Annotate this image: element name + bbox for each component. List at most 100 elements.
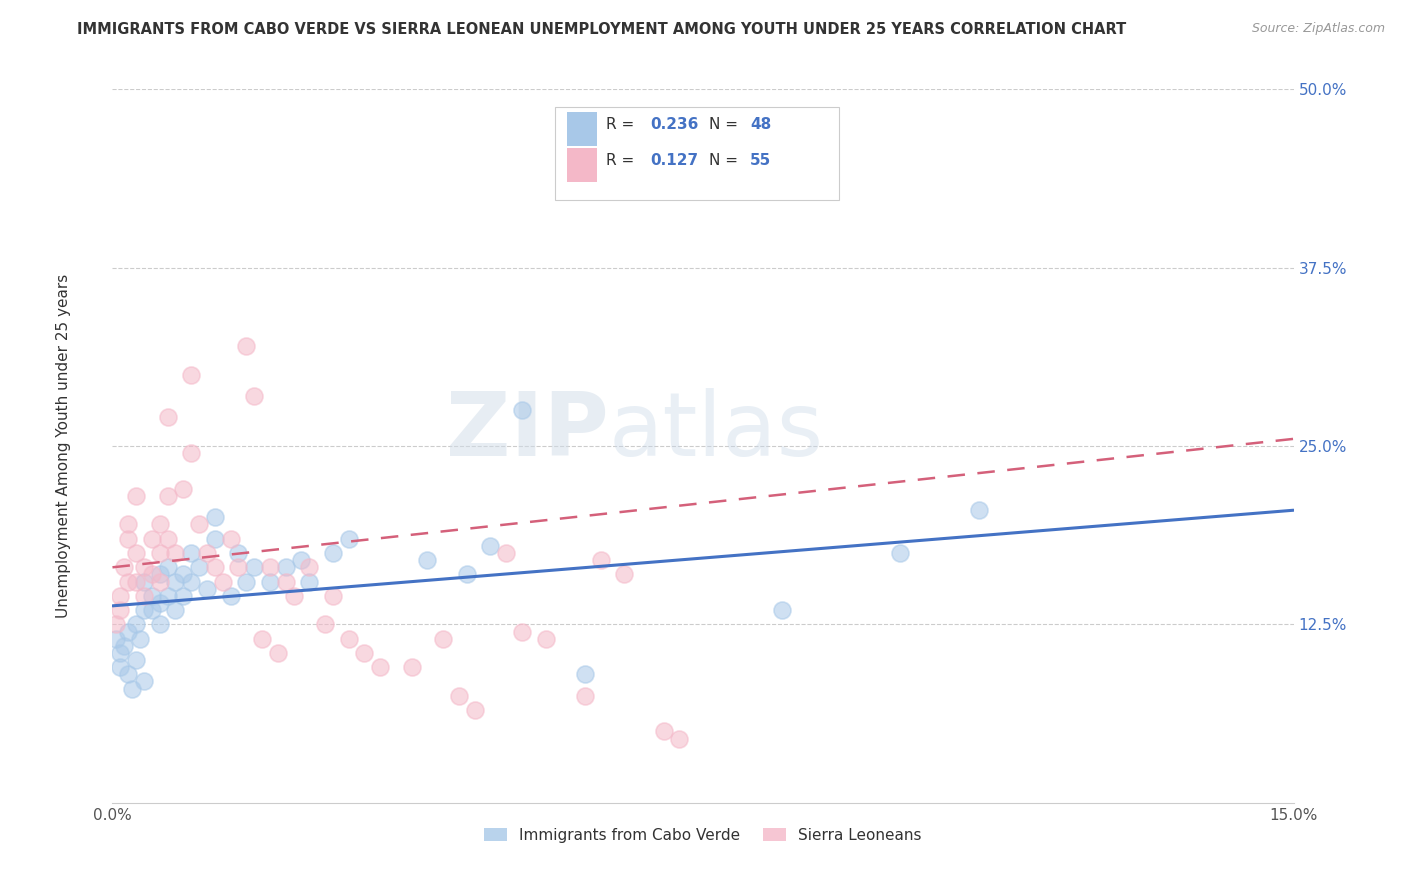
Legend: Immigrants from Cabo Verde, Sierra Leoneans: Immigrants from Cabo Verde, Sierra Leone…	[478, 822, 928, 848]
Text: IMMIGRANTS FROM CABO VERDE VS SIERRA LEONEAN UNEMPLOYMENT AMONG YOUTH UNDER 25 Y: IMMIGRANTS FROM CABO VERDE VS SIERRA LEO…	[77, 22, 1126, 37]
Text: 55: 55	[751, 153, 772, 168]
Point	[117, 667, 139, 681]
Point	[172, 567, 194, 582]
Text: N =: N =	[709, 153, 742, 168]
Point	[243, 389, 266, 403]
Point	[180, 574, 202, 589]
Point	[267, 646, 290, 660]
Point	[235, 339, 257, 353]
Point	[464, 703, 486, 717]
Text: N =: N =	[709, 118, 742, 132]
Point	[132, 674, 155, 689]
Point	[141, 589, 163, 603]
Point	[770, 603, 793, 617]
Point	[204, 510, 226, 524]
Point	[574, 689, 596, 703]
Point	[219, 532, 242, 546]
Point	[353, 646, 375, 660]
Text: Source: ZipAtlas.com: Source: ZipAtlas.com	[1251, 22, 1385, 36]
Point	[180, 368, 202, 382]
Point	[125, 617, 148, 632]
Point	[219, 589, 242, 603]
Bar	[567, 148, 596, 182]
Point	[211, 574, 233, 589]
Point	[322, 589, 344, 603]
Text: ZIP: ZIP	[446, 388, 609, 475]
Point	[274, 560, 297, 574]
Point	[165, 603, 187, 617]
Point	[228, 546, 250, 560]
Point	[401, 660, 423, 674]
Point	[132, 574, 155, 589]
Point	[112, 639, 135, 653]
Point	[105, 617, 128, 632]
Point	[141, 567, 163, 582]
Point	[274, 574, 297, 589]
Point	[180, 446, 202, 460]
Point	[668, 731, 690, 746]
Point	[110, 660, 132, 674]
Point	[156, 560, 179, 574]
Point	[298, 560, 321, 574]
Point	[283, 589, 305, 603]
Point	[125, 546, 148, 560]
Point	[125, 574, 148, 589]
Point	[259, 574, 281, 589]
Point	[117, 532, 139, 546]
Point	[314, 617, 336, 632]
Point	[110, 603, 132, 617]
Point	[337, 532, 360, 546]
Point	[149, 617, 172, 632]
Point	[322, 546, 344, 560]
Point	[652, 724, 675, 739]
Point	[510, 403, 533, 417]
Point	[337, 632, 360, 646]
Point	[243, 560, 266, 574]
Text: R =: R =	[606, 118, 640, 132]
Bar	[567, 112, 596, 146]
Point	[117, 517, 139, 532]
Point	[259, 560, 281, 574]
Point	[416, 553, 439, 567]
Point	[613, 567, 636, 582]
Point	[589, 553, 612, 567]
Point	[156, 410, 179, 425]
Point	[165, 574, 187, 589]
Point	[495, 546, 517, 560]
Point	[110, 589, 132, 603]
Point	[125, 653, 148, 667]
Point	[889, 546, 911, 560]
Point	[156, 532, 179, 546]
Point	[479, 539, 502, 553]
Point	[510, 624, 533, 639]
Point	[195, 582, 218, 596]
Point	[149, 517, 172, 532]
Point	[132, 560, 155, 574]
Point	[112, 560, 135, 574]
Point	[141, 532, 163, 546]
Point	[125, 489, 148, 503]
Point	[149, 567, 172, 582]
Point	[967, 503, 990, 517]
Point	[290, 553, 312, 567]
Point	[228, 560, 250, 574]
Point	[204, 532, 226, 546]
Text: atlas: atlas	[609, 388, 824, 475]
Point	[132, 603, 155, 617]
Point	[165, 546, 187, 560]
Point	[235, 574, 257, 589]
Point	[298, 574, 321, 589]
Point	[188, 560, 211, 574]
Point	[250, 632, 273, 646]
Point	[180, 546, 202, 560]
Point	[195, 546, 218, 560]
Point	[105, 632, 128, 646]
Point	[149, 596, 172, 610]
Point	[121, 681, 143, 696]
FancyBboxPatch shape	[555, 107, 839, 200]
Point	[432, 632, 454, 646]
Point	[110, 646, 132, 660]
Text: Unemployment Among Youth under 25 years: Unemployment Among Youth under 25 years	[56, 274, 70, 618]
Point	[574, 667, 596, 681]
Text: 0.236: 0.236	[650, 118, 699, 132]
